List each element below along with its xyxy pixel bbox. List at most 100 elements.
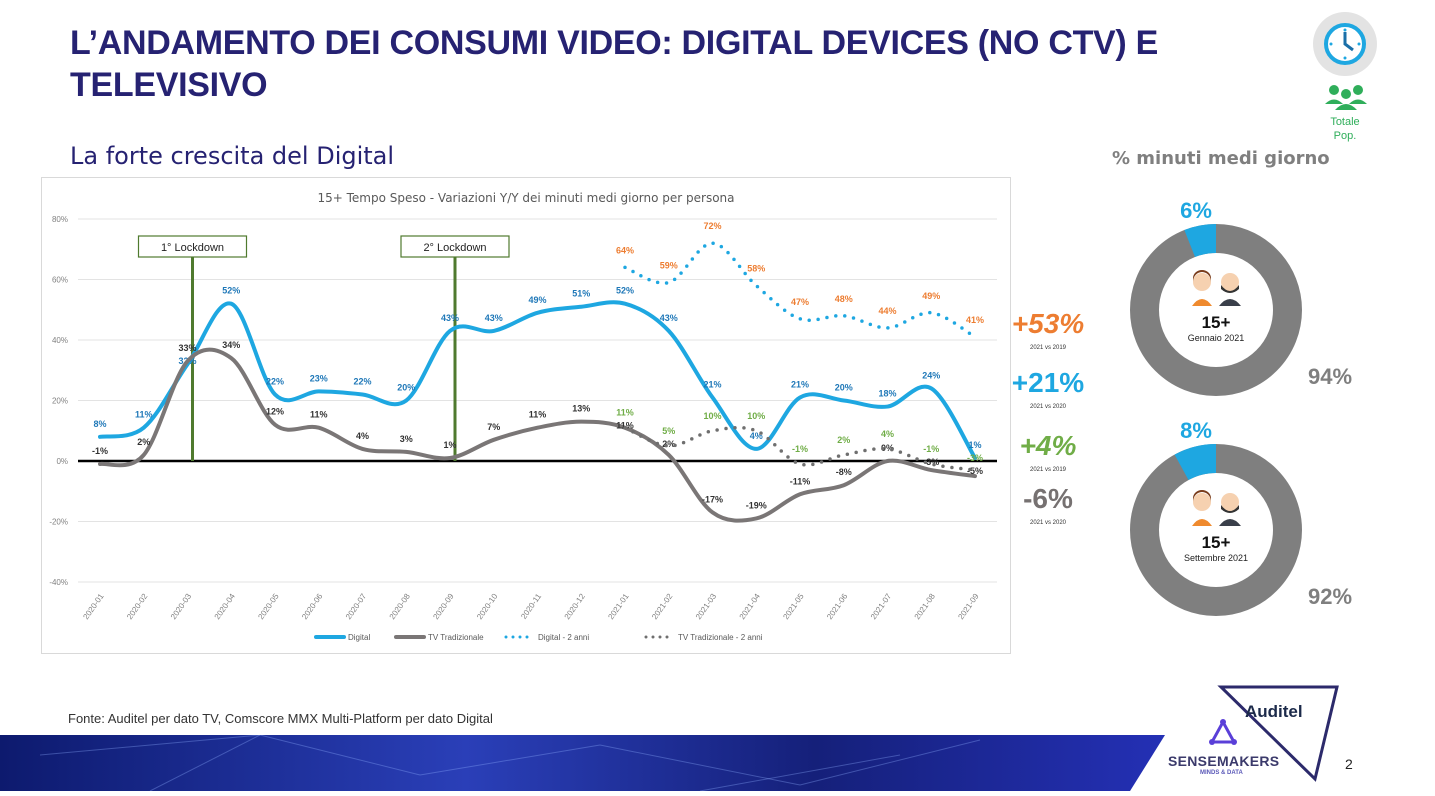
x-tick-label: 2020-10 [475, 592, 500, 622]
chart-title: 15+ Tempo Speso - Variazioni Y/Y dei min… [317, 191, 734, 205]
data-label: 59% [660, 261, 678, 271]
avatar-woman-face [1193, 493, 1211, 511]
data-label: 43% [441, 313, 459, 323]
data-label: 1% [443, 440, 456, 450]
x-tick-label: 2021-04 [738, 592, 763, 622]
data-label: 18% [878, 389, 896, 399]
data-label: 22% [266, 376, 284, 386]
sensemakers-logo: SENSEMAKERS [1168, 753, 1280, 769]
data-label: 41% [966, 315, 984, 325]
data-label: 4% [750, 431, 763, 441]
x-tick-label: 2020-02 [125, 592, 150, 622]
population-label: Totale Pop. [1330, 116, 1360, 142]
x-tick-label: 2021-01 [606, 592, 631, 622]
data-label: 11% [529, 410, 547, 420]
data-label: 13% [572, 404, 590, 414]
auditel-logo: Auditel [1245, 702, 1303, 721]
data-label: 23% [310, 373, 328, 383]
data-label: 3% [400, 434, 413, 444]
data-label: -3% [923, 457, 939, 467]
data-label: 34% [222, 340, 240, 350]
chart-frame [41, 177, 1011, 654]
line-chart: 15+ Tempo Speso - Variazioni Y/Y dei min… [49, 191, 1084, 642]
sensemakers-logo-icon [1209, 718, 1237, 745]
data-label: 7% [487, 422, 500, 432]
x-tick-label: 2020-05 [256, 592, 281, 622]
lockdown-label: 2° Lockdown [423, 242, 486, 254]
summary-value: +4% [1020, 430, 1077, 461]
data-label: 20% [397, 383, 415, 393]
data-label: 12% [266, 407, 284, 417]
people-group-icon [1325, 84, 1367, 115]
data-label: 21% [703, 379, 721, 389]
y-tick-label: 0% [56, 457, 68, 466]
data-label: 2% [137, 437, 150, 447]
avatar-man-face [1221, 273, 1239, 291]
donut-digital-label: 6% [1180, 198, 1212, 223]
data-label: 22% [353, 376, 371, 386]
x-tick-label: 2021-02 [650, 592, 675, 622]
series-line-digital-2-anni [623, 241, 977, 339]
data-label: 4% [881, 429, 894, 439]
donut-age-label: 15+ [1202, 313, 1231, 332]
clock-icon [1313, 12, 1377, 76]
data-label: 21% [791, 379, 809, 389]
series-line-tv-tradizionale-2-anni [623, 425, 977, 472]
summary-note: 2021 vs 2020 [1030, 404, 1067, 410]
data-label: 10% [703, 411, 721, 421]
data-label: 2% [662, 439, 675, 449]
legend-label: TV Tradizionale - 2 anni [678, 633, 763, 642]
donut-slice-tv [1130, 444, 1302, 616]
avatar-woman-hair [1193, 270, 1211, 282]
avatar-man-beard [1221, 505, 1239, 513]
donut-period-label: Gennaio 2021 [1188, 333, 1245, 343]
page-number: 2 [1345, 756, 1353, 772]
donut-slice-digital [1184, 224, 1216, 258]
data-label: -11% [790, 476, 811, 486]
summary-value: +21% [1012, 367, 1084, 398]
legend-label: Digital - 2 anni [538, 633, 589, 642]
avatar-woman-face [1193, 273, 1211, 291]
donut-title: % minuti medi giorno [1112, 148, 1330, 169]
data-label: 8% [93, 419, 106, 429]
data-label: 11% [616, 421, 634, 431]
x-tick-label: 2020-11 [519, 592, 543, 621]
data-label: 11% [616, 408, 634, 418]
people-avatars-icon [1192, 490, 1241, 526]
summary-value: -6% [1023, 483, 1073, 514]
x-tick-label: 2020-12 [563, 592, 588, 622]
donut-tv-label: 92% [1308, 584, 1352, 609]
avatar-woman-body [1192, 299, 1212, 306]
donut-chart: 8% 92% 15+Settembre 2021 [1130, 418, 1352, 616]
x-tick-label: 2020-03 [169, 592, 194, 622]
avatar-man-face [1221, 493, 1239, 511]
x-tick-label: 2020-04 [213, 592, 238, 622]
avatar-woman-body [1192, 519, 1212, 526]
donut-chart: 6% 94% 15+Gennaio 2021 [1130, 198, 1352, 396]
donut-tv-label: 94% [1308, 364, 1352, 389]
data-label: 20% [835, 383, 853, 393]
data-label: 52% [222, 286, 240, 296]
x-tick-label: 2020-07 [344, 592, 369, 622]
y-tick-label: -40% [49, 578, 68, 587]
y-tick-label: -20% [49, 518, 68, 527]
data-label: 51% [572, 289, 590, 299]
avatar-man-body [1219, 519, 1241, 526]
data-label: 47% [791, 297, 809, 307]
sensemakers-tagline: MINDS & DATA [1200, 770, 1243, 776]
avatar-woman-hair [1193, 490, 1211, 502]
y-tick-label: 20% [52, 397, 68, 406]
data-label: 44% [878, 306, 896, 316]
x-tick-label: 2021-05 [781, 592, 806, 622]
series-line-digital [98, 300, 977, 460]
x-tick-label: 2021-03 [694, 592, 719, 622]
data-label: 24% [922, 370, 940, 380]
avatar-man-beard [1221, 285, 1239, 293]
donut-period-label: Settembre 2021 [1184, 553, 1248, 563]
data-label: 49% [922, 291, 940, 301]
data-label: 0% [881, 443, 894, 453]
x-tick-label: 2020-08 [388, 592, 413, 622]
page-subtitle: La forte crescita del Digital [70, 142, 395, 170]
donut-age-label: 15+ [1202, 533, 1231, 552]
y-tick-label: 40% [52, 336, 68, 345]
